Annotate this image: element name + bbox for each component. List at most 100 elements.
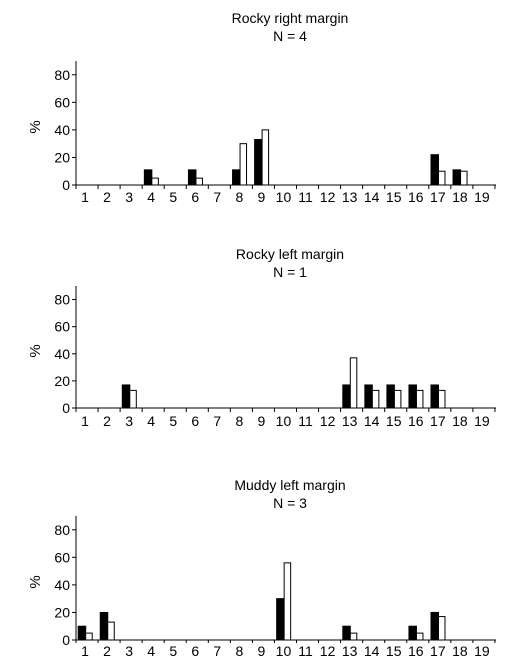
x-tick-label: 6 bbox=[191, 189, 199, 205]
chart-subtitle: N = 3 bbox=[273, 495, 307, 511]
x-tick-label: 12 bbox=[320, 643, 336, 659]
bar-white bbox=[107, 621, 115, 641]
y-tick-label: 80 bbox=[54, 67, 70, 83]
y-tick-label: 60 bbox=[54, 94, 70, 110]
y-tick-label: 0 bbox=[62, 400, 70, 416]
x-tick-label: 18 bbox=[452, 189, 468, 205]
bar-black bbox=[99, 611, 109, 641]
chart-subtitle: N = 4 bbox=[273, 28, 307, 44]
x-tick-label: 1 bbox=[81, 189, 89, 205]
bar-white bbox=[261, 129, 270, 186]
x-tick-label: 6 bbox=[191, 643, 199, 659]
x-tick-label: 2 bbox=[103, 413, 111, 429]
bar-black bbox=[187, 169, 197, 186]
chart-title: Muddy left margin bbox=[234, 477, 345, 493]
bar-black bbox=[232, 169, 241, 186]
bar-black bbox=[408, 625, 417, 641]
x-tick-label: 14 bbox=[364, 189, 380, 205]
bar-black bbox=[143, 169, 153, 186]
bar-white bbox=[195, 177, 203, 186]
bar-black bbox=[364, 384, 373, 409]
x-tick-label: 4 bbox=[147, 189, 155, 205]
x-tick-label: 3 bbox=[125, 413, 133, 429]
y-tick-label: 0 bbox=[62, 177, 70, 193]
x-tick-label: 17 bbox=[430, 643, 446, 659]
x-tick-label: 8 bbox=[235, 189, 243, 205]
y-tick-label: 80 bbox=[54, 292, 70, 308]
x-tick-label: 10 bbox=[276, 413, 292, 429]
x-tick-label: 19 bbox=[474, 189, 490, 205]
bar-white bbox=[283, 562, 292, 641]
x-tick-label: 7 bbox=[213, 643, 221, 659]
y-tick-label: 20 bbox=[54, 149, 70, 165]
x-tick-label: 15 bbox=[386, 413, 402, 429]
y-tick-label: 80 bbox=[54, 522, 70, 538]
y-tick-label: 0 bbox=[62, 632, 70, 648]
x-tick-label: 13 bbox=[342, 413, 358, 429]
x-tick-label: 10 bbox=[276, 643, 292, 659]
x-tick-label: 2 bbox=[103, 189, 111, 205]
chart-title: Rocky right margin bbox=[232, 10, 349, 26]
bar-white bbox=[349, 632, 358, 641]
x-tick-label: 13 bbox=[342, 643, 358, 659]
x-tick-label: 17 bbox=[430, 189, 446, 205]
bar-black bbox=[430, 611, 439, 641]
x-tick-label: 1 bbox=[81, 413, 89, 429]
x-tick-label: 12 bbox=[320, 413, 336, 429]
bar-black bbox=[77, 625, 87, 641]
x-tick-label: 16 bbox=[408, 643, 424, 659]
bar-black bbox=[386, 384, 395, 409]
y-tick-label: 40 bbox=[54, 346, 70, 362]
bar-white bbox=[129, 389, 137, 409]
bar-black bbox=[276, 598, 285, 641]
x-tick-label: 18 bbox=[452, 643, 468, 659]
x-tick-label: 2 bbox=[103, 643, 111, 659]
bar-white bbox=[438, 389, 446, 409]
bar-white bbox=[438, 170, 446, 186]
x-tick-label: 15 bbox=[386, 189, 402, 205]
x-tick-label: 17 bbox=[430, 413, 446, 429]
bar-white bbox=[371, 389, 380, 409]
bar-black bbox=[121, 384, 131, 409]
x-tick-label: 10 bbox=[276, 189, 292, 205]
x-tick-label: 13 bbox=[342, 189, 358, 205]
x-tick-label: 6 bbox=[191, 413, 199, 429]
bar-black bbox=[452, 169, 462, 186]
x-tick-label: 8 bbox=[235, 643, 243, 659]
y-tick-label: 40 bbox=[54, 577, 70, 593]
x-tick-label: 4 bbox=[147, 413, 155, 429]
bar-black bbox=[430, 154, 439, 186]
x-tick-label: 11 bbox=[298, 189, 313, 205]
x-tick-label: 11 bbox=[298, 643, 313, 659]
bar-black bbox=[342, 384, 351, 409]
bar-white bbox=[393, 389, 402, 409]
x-tick-label: 5 bbox=[169, 189, 177, 205]
x-tick-label: 14 bbox=[364, 643, 380, 659]
x-tick-label: 14 bbox=[364, 413, 380, 429]
bar-white bbox=[415, 632, 424, 641]
bar-white bbox=[460, 170, 468, 186]
y-axis-label: % bbox=[27, 120, 44, 133]
x-tick-label: 1 bbox=[81, 643, 89, 659]
x-tick-label: 16 bbox=[408, 413, 424, 429]
y-tick-label: 20 bbox=[54, 604, 70, 620]
x-tick-label: 18 bbox=[452, 413, 468, 429]
x-tick-label: 9 bbox=[258, 643, 266, 659]
x-tick-label: 19 bbox=[474, 643, 490, 659]
x-tick-label: 5 bbox=[169, 413, 177, 429]
bar-black bbox=[408, 384, 417, 409]
x-tick-label: 16 bbox=[408, 189, 424, 205]
chart-subtitle: N = 1 bbox=[273, 264, 307, 280]
chart-title: Rocky left margin bbox=[236, 246, 344, 262]
x-tick-label: 4 bbox=[147, 643, 155, 659]
y-tick-label: 40 bbox=[54, 122, 70, 138]
y-tick-label: 60 bbox=[54, 549, 70, 565]
x-tick-label: 5 bbox=[169, 643, 177, 659]
bar-white bbox=[415, 389, 424, 409]
x-tick-label: 15 bbox=[386, 643, 402, 659]
y-axis-label: % bbox=[27, 344, 44, 357]
x-tick-label: 3 bbox=[125, 643, 133, 659]
